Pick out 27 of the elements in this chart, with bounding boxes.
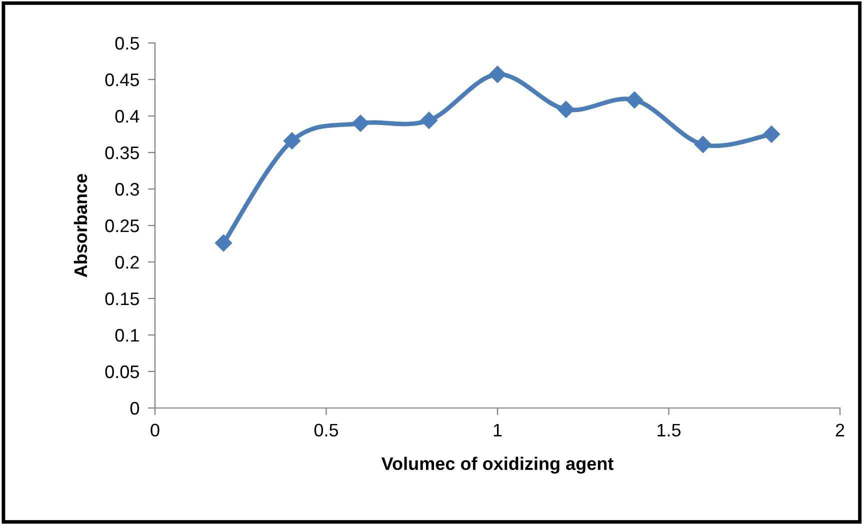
point [557,100,575,118]
y-tick-label: 0.4 [115,110,140,123]
point [283,132,301,150]
y-tick-label: 0.5 [115,36,139,50]
point [762,126,780,143]
x-tick-label: 2 [836,424,844,436]
y-tick-label: 0.3 [115,182,139,196]
point [694,136,712,154]
y-axis-title: Absorbance [74,174,88,278]
x-tick-label: 1 [494,424,502,436]
y-tick-label: 0.25 [105,219,139,232]
y-tick-label: 0 [130,402,140,415]
y-tick-label: 0.1 [115,328,139,342]
y-tick-label: 0.45 [105,73,139,86]
x-tick-label: 0 [150,424,160,437]
x-tick-label: 0.5 [314,424,338,437]
point [420,112,438,129]
point [626,91,644,108]
y-tick-label: 0.05 [105,365,139,378]
y-tick-label: 0.15 [105,292,139,306]
x-tick-label: 1.5 [658,424,681,437]
y-tick-label: 0.35 [105,146,139,160]
x-axis-title: Volumec of oxidizing agent [381,456,614,474]
point [214,234,232,252]
y-tick-label: 0.2 [115,256,139,269]
point [352,114,370,132]
point [488,66,506,83]
